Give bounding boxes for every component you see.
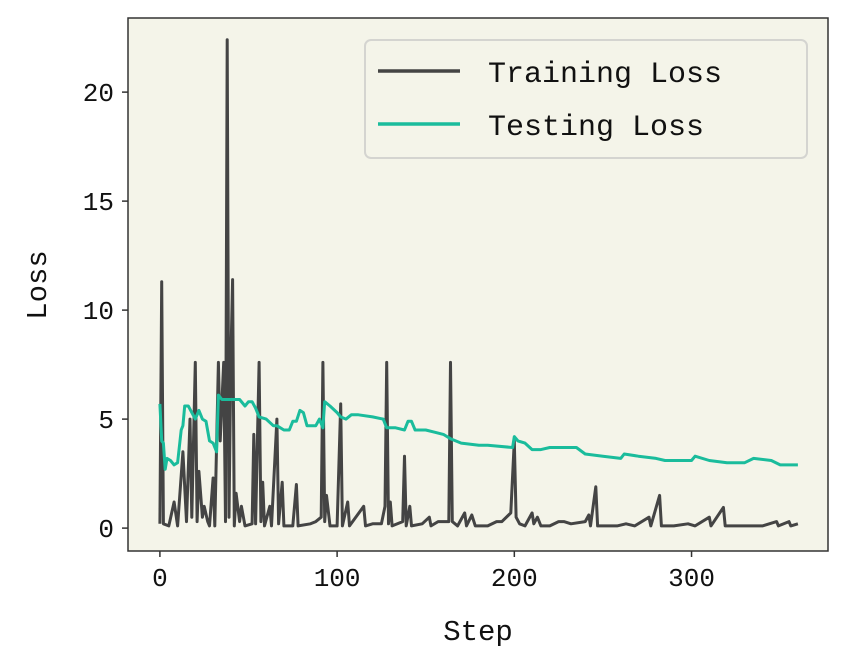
x-tick-label: 300 (668, 564, 715, 594)
x-tick-label: 0 (152, 564, 168, 594)
x-tick-label: 100 (314, 564, 361, 594)
x-axis-label: Step (443, 616, 513, 649)
y-axis-label: Loss (22, 250, 55, 320)
legend-label-training: Training Loss (488, 58, 722, 92)
legend-box (364, 39, 808, 159)
y-tick-label: 0 (98, 515, 114, 545)
y-tick-label: 20 (83, 79, 114, 109)
x-tick-label: 200 (491, 564, 538, 594)
y-tick-label: 15 (83, 188, 114, 218)
legend: Training Loss Testing Loss (364, 39, 808, 159)
y-tick-label: 5 (98, 406, 114, 436)
legend-label-testing: Testing Loss (488, 111, 704, 145)
y-tick-label: 10 (83, 297, 114, 327)
series-line-testing-loss (158, 393, 798, 471)
series-line-training-loss (158, 38, 799, 528)
plot-frame (127, 17, 829, 552)
